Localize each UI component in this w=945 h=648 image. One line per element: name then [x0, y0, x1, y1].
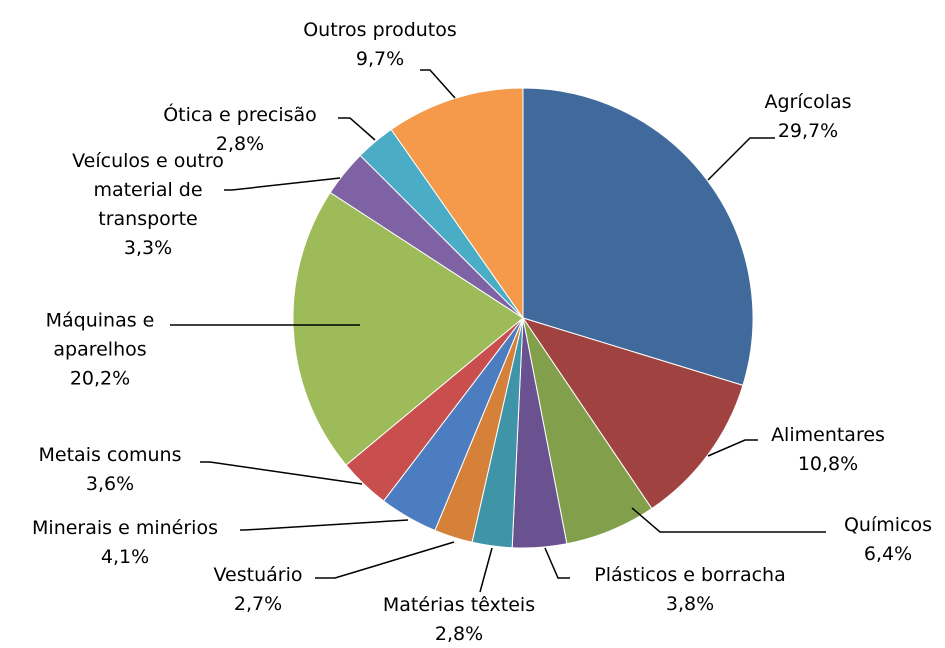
category-label: Matérias têxteis [382, 594, 536, 616]
slice-label: Ótica e precisão 2,8% [163, 101, 317, 159]
slice-label: Minerais e minérios 4,1% [32, 514, 218, 572]
leader-line [420, 69, 456, 99]
slice-label: Alimentares 10,8% [771, 421, 885, 479]
slice-label: Metais comuns 3,6% [39, 441, 182, 499]
slice-label: Plásticos e borracha 3,8% [594, 561, 786, 619]
category-label: Plásticos e borracha [594, 564, 786, 586]
slice-label: Vestuário 2,7% [214, 561, 303, 619]
value-label: 2,8% [434, 623, 484, 645]
pie-slice [292, 191, 524, 466]
value-label: 3,3% [123, 237, 173, 259]
category-label: Químicos [843, 514, 933, 536]
value-label: 2,7% [233, 593, 283, 615]
value-label: 3,8% [665, 593, 715, 615]
leader-line [544, 547, 570, 579]
pie-slice [522, 87, 754, 386]
leader-line [224, 177, 341, 191]
category-label: Agrícolas [764, 91, 852, 113]
leader-line [707, 137, 775, 181]
leader-line [200, 461, 363, 485]
category-label: Metais comuns [38, 444, 182, 466]
category-label: Ótica e precisão [163, 104, 317, 126]
category-label: Alimentares [771, 424, 885, 446]
leader-line [338, 117, 376, 141]
category-label: Vestuário [213, 564, 303, 586]
slice-label: Veículos e outro material de transporte 3… [66, 147, 231, 263]
leader-line [707, 439, 758, 457]
value-label: 9,7% [355, 48, 405, 70]
pie-slice [390, 87, 524, 320]
leader-line [479, 547, 493, 593]
leader-line [315, 541, 455, 579]
value-label: 6,4% [863, 543, 913, 565]
value-label: 20,2% [69, 367, 131, 390]
slice-label: Máquinas e aparelhos 20,2% [30, 307, 170, 394]
value-label: 2,8% [215, 133, 265, 155]
category-label: Minerais e minérios [32, 517, 218, 539]
pie-slice [521, 317, 744, 510]
value-label: 29,7% [777, 120, 839, 142]
value-label: 10,8% [797, 453, 859, 475]
category-label: Outros produtos [303, 19, 457, 41]
slice-label: Agrícolas 29,7% [764, 88, 851, 146]
leader-line [631, 507, 826, 533]
slice-label: Químicos 6,4% [844, 511, 932, 569]
slice-label: Matérias têxteis 2,8% [383, 591, 535, 648]
category-label: Máquinas e aparelhos [45, 309, 155, 361]
value-label: 3,6% [85, 473, 135, 495]
category-label: Veículos e outro material de transporte [72, 150, 224, 230]
slice-label: Outros produtos 9,7% [303, 16, 457, 74]
value-label: 4,1% [100, 546, 150, 568]
leader-line [240, 519, 409, 531]
